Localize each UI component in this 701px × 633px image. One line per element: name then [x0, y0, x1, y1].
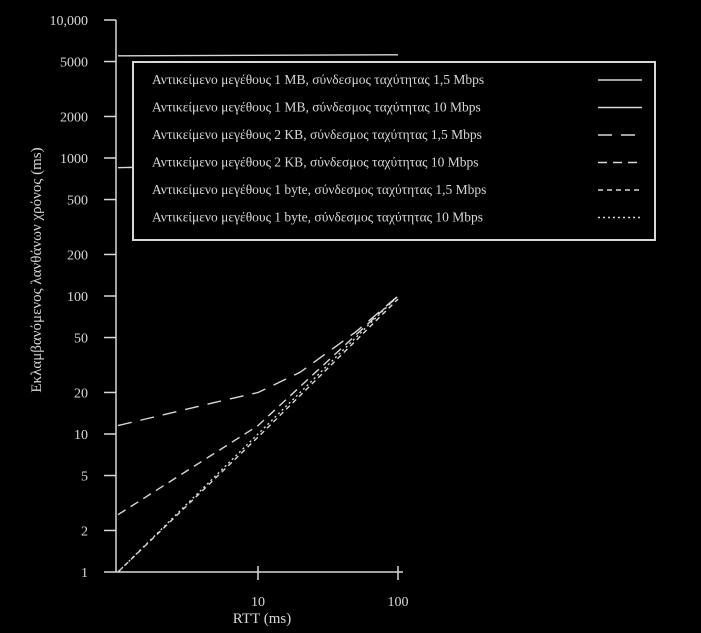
y-axis-title: Εκλαμβανόμενος λανθάνων χρόνος (ms) — [29, 147, 45, 392]
series-line-5 — [117, 298, 399, 573]
series-line-4 — [117, 295, 399, 516]
legend-box — [132, 61, 656, 241]
series-line-6 — [117, 295, 399, 573]
y-tick-label: 5000 — [60, 56, 88, 71]
y-tick-label: 10,000 — [50, 14, 89, 29]
legend-label: Αντικείμενο μεγέθους 1 byte, σύνδεσμος τ… — [152, 182, 486, 197]
legend: Αντικείμενο μεγέθους 1 MB, σύνδεσμος ταχ… — [132, 61, 656, 241]
y-tick-label: 10 — [74, 428, 88, 443]
legend-entries: Αντικείμενο μεγέθους 1 MB, σύνδεσμος ταχ… — [152, 72, 642, 225]
y-tick-label: 1 — [81, 566, 88, 581]
x-tick-label: 100 — [388, 595, 409, 610]
x-tick-label: 10 — [251, 595, 265, 610]
y-tick-label: 1000 — [60, 152, 88, 167]
legend-label: Αντικείμενο μεγέθους 2 KB, σύνδεσμος ταχ… — [152, 155, 479, 170]
series-line-1 — [117, 54, 399, 57]
legend-label: Αντικείμενο μεγέθους 2 KB, σύνδεσμος ταχ… — [152, 127, 482, 142]
y-tick-label: 2 — [81, 524, 88, 539]
x-axis-title: RTT (ms) — [233, 611, 291, 627]
legend-label: Αντικείμενο μεγέθους 1 byte, σύνδεσμος τ… — [152, 210, 483, 225]
y-tick-label: 200 — [67, 248, 88, 263]
y-tick-label: 100 — [67, 290, 88, 305]
y-tick-label: 500 — [67, 194, 88, 209]
series-line-3 — [117, 295, 399, 427]
y-tick-label: 20 — [74, 386, 88, 401]
x-axis-ticks: 10 100 — [251, 566, 409, 610]
y-tick-label: 2000 — [60, 110, 88, 125]
y-tick-label: 5 — [81, 470, 88, 485]
y-axis-ticks: 1 2 5 10 20 50 100 200 500 1000 2000 5000 10,000 — [50, 14, 116, 581]
legend-label: Αντικείμενο μεγέθους 1 MB, σύνδεσμος ταχ… — [152, 72, 484, 87]
y-tick-label: 50 — [74, 332, 88, 347]
legend-label: Αντικείμενο μεγέθους 1 MB, σύνδεσμος ταχ… — [152, 100, 481, 115]
